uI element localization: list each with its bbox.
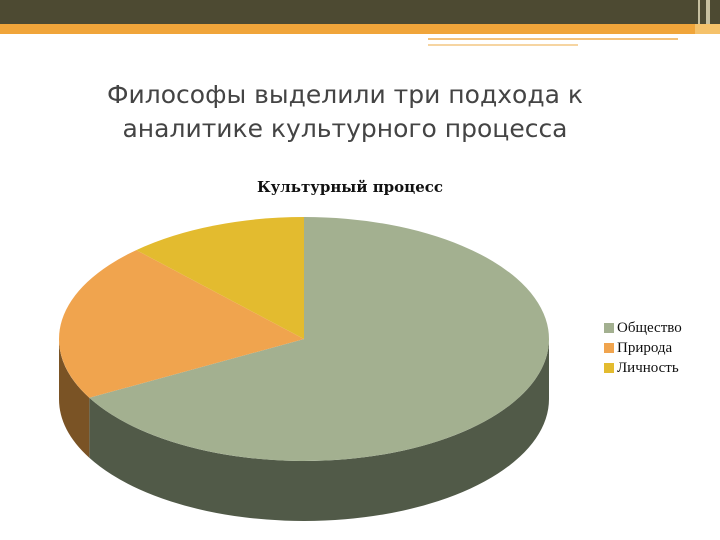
legend-label: Личность xyxy=(617,359,679,376)
pie-slice-Общество xyxy=(89,217,549,461)
chart-title: Культурный процесс xyxy=(256,178,444,196)
pie-side-Общество xyxy=(89,339,549,521)
legend-swatch xyxy=(604,323,614,333)
decor-thin-line xyxy=(428,38,678,40)
top-decor-bar xyxy=(0,0,720,24)
legend-item: Общество xyxy=(604,318,682,338)
legend-item: Личность xyxy=(604,358,682,378)
accent-stripe xyxy=(0,24,720,34)
chart-legend: Общество Природа Личность xyxy=(604,318,682,378)
legend-item: Природа xyxy=(604,338,682,358)
pie-slice-Личность xyxy=(136,217,304,339)
legend-label: Общество xyxy=(617,319,682,336)
accent-notch xyxy=(695,24,720,34)
decor-line xyxy=(706,0,710,24)
legend-swatch xyxy=(604,343,614,353)
legend-swatch xyxy=(604,363,614,373)
legend-label: Природа xyxy=(617,339,673,356)
decor-line xyxy=(698,0,700,24)
pie-slice-Природа xyxy=(59,250,304,398)
decor-thin-line xyxy=(428,44,578,46)
pie-side-Природа xyxy=(59,339,90,458)
slide-title: Философы выделили три подхода к аналитик… xyxy=(107,80,583,143)
